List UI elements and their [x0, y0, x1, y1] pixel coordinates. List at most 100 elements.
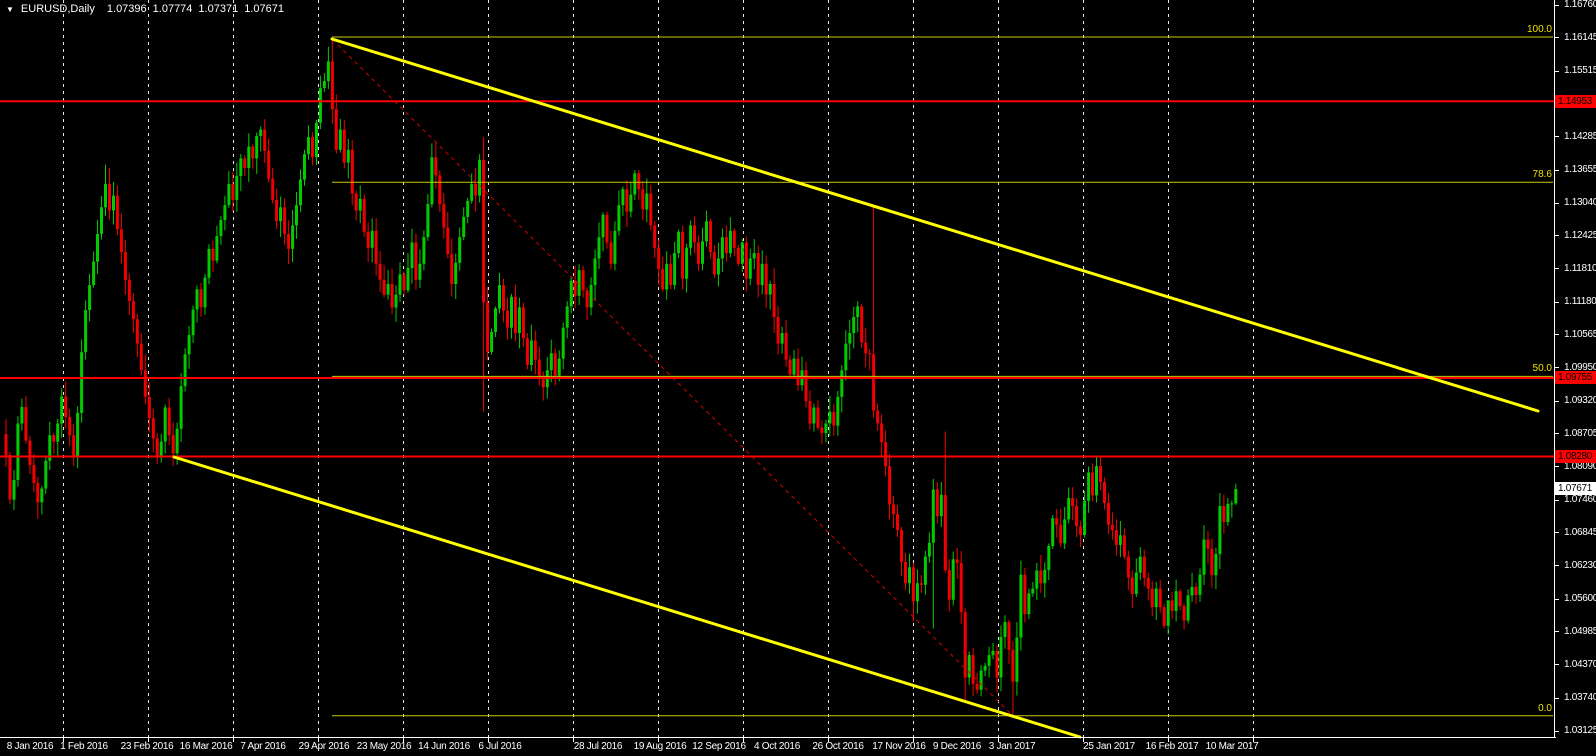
candle-bullish: [303, 154, 306, 180]
candle-bullish: [1226, 503, 1230, 522]
date-label: 29 Apr 2016: [298, 741, 350, 752]
candle-bearish: [1158, 588, 1162, 608]
candle-bearish: [342, 129, 346, 163]
time-axis-tick: [1083, 738, 1084, 742]
candle-bearish: [1107, 502, 1110, 525]
price-axis-tick: [1555, 268, 1559, 270]
candle-bullish: [939, 494, 943, 517]
candle-bullish: [633, 173, 637, 195]
price-axis-tick: [1555, 334, 1559, 336]
candle-bullish: [510, 296, 513, 328]
candle-bullish: [187, 335, 191, 355]
price-axis-label: 1.11180: [1564, 296, 1596, 308]
date-label: 3 Jan 2017: [988, 741, 1036, 752]
candle-bearish: [450, 254, 454, 284]
candle-bearish: [709, 221, 712, 253]
candle-bearish: [736, 247, 740, 264]
candle-bearish: [8, 454, 12, 500]
candle-bearish: [119, 229, 123, 253]
candle-bullish: [557, 358, 561, 376]
price-axis-label: 1.13655: [1564, 164, 1596, 176]
candle-bullish: [207, 248, 211, 278]
candle-bullish: [991, 650, 995, 656]
candle-bullish: [1174, 591, 1178, 611]
candle-bearish: [267, 150, 271, 179]
candle-bullish: [203, 277, 207, 308]
price-axis-label: 1.07460: [1564, 494, 1596, 506]
price-axis-label: 1.03740: [1564, 692, 1596, 704]
candle-bearish: [947, 569, 951, 600]
candle-bullish: [1118, 535, 1122, 545]
candle-bearish: [402, 274, 406, 291]
date-label: 28 Jul 2016: [573, 741, 623, 752]
price-axis[interactable]: 1.167601.161451.155151.149001.142851.136…: [1554, 0, 1596, 737]
candle-bullish: [677, 231, 681, 254]
candle-bullish: [470, 183, 474, 201]
candle-bearish: [681, 231, 685, 279]
candle-bearish: [502, 285, 505, 311]
candle-bearish: [52, 435, 56, 442]
candle-bullish: [1031, 588, 1035, 594]
candle-bearish: [1126, 556, 1130, 578]
fib-level-label: 50.0: [1532, 363, 1552, 375]
date-label: 16 Mar 2016: [179, 741, 233, 752]
candle-bearish: [1110, 524, 1114, 530]
lower-channel-trendline: [172, 455, 1082, 739]
price-axis-tick: [1555, 499, 1559, 501]
time-axis-tick: [233, 738, 234, 742]
candle-bearish: [744, 242, 748, 279]
date-label: 26 Oct 2016: [812, 741, 864, 752]
candle-bearish: [251, 146, 255, 159]
candle-bearish: [374, 230, 378, 264]
candle-bullish: [828, 411, 832, 424]
candle-bearish: [1210, 548, 1214, 576]
candle-bearish: [378, 263, 382, 280]
price-axis-label: 1.16760: [1564, 0, 1596, 11]
candle-bearish: [131, 301, 135, 320]
candle-bullish: [1166, 600, 1170, 626]
candle-bullish: [159, 441, 163, 458]
candle-bullish: [1230, 503, 1234, 505]
candle-bullish: [752, 253, 756, 259]
candle-bearish: [28, 440, 32, 466]
candle-bullish: [1015, 637, 1019, 682]
candle-bearish: [585, 290, 589, 308]
price-axis-label: 1.09320: [1564, 395, 1596, 407]
candle-bearish: [653, 225, 657, 248]
candle-bearish: [609, 242, 613, 264]
candle-bullish: [1218, 506, 1222, 554]
candle-bearish: [1075, 506, 1079, 527]
candle-bearish: [712, 252, 716, 275]
candle-bearish: [888, 466, 892, 505]
candle-bearish: [366, 231, 370, 248]
candle-bullish: [458, 237, 462, 263]
candle-bullish: [96, 234, 99, 262]
candle-bearish: [1178, 591, 1182, 607]
candle-bullish: [1051, 518, 1055, 546]
candle-bearish: [330, 61, 334, 110]
candle-bearish: [884, 442, 888, 467]
candle-bearish: [796, 358, 800, 386]
candle-bullish: [48, 435, 52, 461]
candle-bullish: [84, 310, 88, 353]
candle-bullish: [279, 207, 283, 222]
candle-bullish: [430, 157, 434, 205]
candle-bearish: [334, 109, 338, 150]
candle-bullish: [1067, 498, 1071, 520]
candle-bullish: [1063, 519, 1067, 544]
fib-level-label: 0.0: [1538, 702, 1552, 714]
candle-bearish: [151, 418, 155, 439]
date-label: 1 Feb 2016: [60, 741, 108, 752]
price-axis-label: 1.12425: [1564, 229, 1596, 241]
candle-bullish: [454, 262, 458, 284]
price-axis-tick: [1555, 400, 1559, 402]
price-axis-label: 1.10565: [1564, 328, 1596, 340]
ohlc-low: 1.07371: [198, 3, 239, 15]
candle-bearish: [1114, 530, 1118, 545]
candle-bearish: [911, 567, 915, 602]
time-axis[interactable]: 8 Jan 2016 1 Feb 2016 23 Feb 2016 16 Mar 20…: [0, 737, 1556, 756]
candle-bullish: [259, 129, 263, 136]
candle-bullish: [247, 146, 251, 168]
candle-bullish: [923, 556, 927, 585]
